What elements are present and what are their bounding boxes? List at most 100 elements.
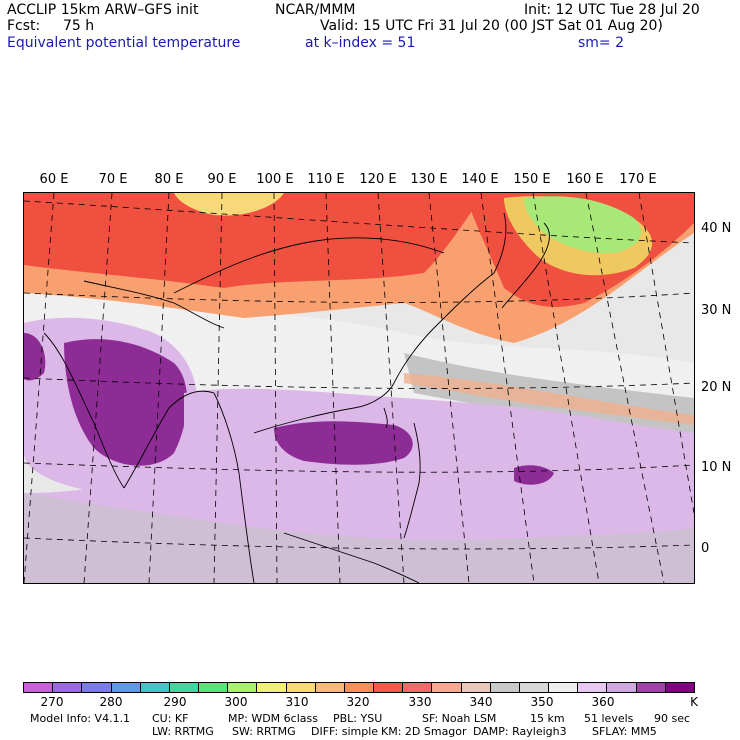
lon-label: 150 E [513,172,551,187]
colorbar-swatch [228,683,258,692]
model-info-resolution: 15 km [530,712,565,725]
model-info-lw: LW: RRTMG [152,725,214,738]
hot-region-north [24,193,484,288]
lat-label: 10 N [701,460,732,475]
colorbar-label: 360 [591,695,615,709]
subtropical-warm-streak [404,373,694,425]
lat-label: 30 N [701,303,732,318]
lon-label: 80 E [154,172,184,187]
model-title: ACCLIP 15km ARW–GFS init [7,2,199,18]
colorbar-label: 350 [530,695,554,709]
model-info-sf: SF: Noah LSM [422,712,497,725]
colorbar-swatch [578,683,608,692]
colorbar-swatch [24,683,54,692]
map-panel [23,192,695,584]
model-info-diff: DIFF: simple [311,725,379,738]
colorbar-label: 330 [408,695,432,709]
model-info-sflay: SFLAY: MM5 [592,725,657,738]
colorbar-swatch [82,683,112,692]
forecast-hour: 75 h [63,18,95,34]
lon-label: 90 E [207,172,237,187]
colorbar-swatch [53,683,83,692]
colorbar-swatch [665,683,694,692]
colorbar-swatch [636,683,666,692]
colorbar-swatch [519,683,550,692]
colorbar-swatch [607,683,637,692]
malay-peninsula [213,392,255,583]
colorbar-swatch [403,683,433,692]
model-info-pbl: PBL: YSU [333,712,383,725]
colorbar-swatch [315,683,345,692]
moist-region-scs [274,421,413,465]
coastlines [43,212,550,583]
lon-label: 140 E [461,172,499,187]
lon-label: 170 E [619,172,657,187]
colorbar-swatch [490,683,520,692]
colorbar-swatch [257,683,287,692]
model-info-version: Model Info: V4.1.1 [30,712,131,725]
grid-parallel [24,200,694,244]
lon-label: 160 E [566,172,604,187]
mongolia-border [173,237,445,294]
colorbar-label: 300 [224,695,248,709]
lon-label: 60 E [39,172,69,187]
lon-label: 120 E [359,172,397,187]
lon-label: 130 E [410,172,448,187]
model-info-mp: MP: WDM 6class [228,712,318,725]
colorbar-swatch [111,683,141,692]
valid-time: Valid: 15 UTC Fri 31 Jul 20 (00 JST Sat … [320,18,663,34]
moist-region-west-pacific [514,465,554,485]
colorbar-label: 270 [40,695,64,709]
forecast-label: Fcst: [7,18,41,34]
init-time: Init: 12 UTC Tue 28 Jul 20 [524,2,700,18]
level-index: at k–index = 51 [305,35,416,51]
colorbar-swatch [374,683,404,692]
borneo-coast [283,532,420,583]
moist-region-india [64,339,188,466]
theta-e-field [24,193,694,583]
colorbar-swatch [169,683,200,692]
colorbar-swatch [140,683,170,692]
moist-region-arabian [24,333,46,381]
smoothing-label: sm= 2 [578,35,625,51]
colorbar-label: 320 [346,695,370,709]
indochina-coast [253,382,395,434]
china-coast [393,272,495,384]
lon-label: 100 E [256,172,294,187]
lon-label: 110 E [307,172,345,187]
colorbar-label: 280 [99,695,123,709]
colorbar-swatch [461,683,491,692]
colorbar-unit: K [690,695,698,709]
model-info-damp: DAMP: Rayleigh3 [473,725,567,738]
colorbar-label: 310 [285,695,309,709]
model-info-levels: 51 levels [584,712,634,725]
colorbar-swatch [432,683,462,692]
colorbar-swatch [549,683,579,692]
lat-label: 40 N [701,221,732,236]
japan-outline [501,222,550,309]
field-name: Equivalent potential temperature [7,35,241,51]
grid-meridian [585,193,665,583]
korea-coast [493,212,507,274]
graticule [24,193,694,583]
grid-parallel [24,462,694,473]
equatorial-gray [24,493,694,583]
grid-parallel [24,377,694,389]
model-info-cu: CU: KF [152,712,189,725]
lat-label: 20 N [701,380,732,395]
lat-label: 0 [701,541,710,556]
center-label: NCAR/MMM [275,2,356,18]
colorbar-swatch [286,683,316,692]
colorbar-label: 340 [469,695,493,709]
colorbar-swatch [344,683,375,692]
taiwan-outline [383,407,388,429]
india-west-coast [43,332,125,489]
philippines-outline [403,422,421,539]
model-info-sw: SW: RRTMG [232,725,296,738]
colorbar-swatch [199,683,229,692]
model-info-timestep: 90 sec [654,712,691,725]
colorbar [23,682,695,693]
lon-label: 70 E [98,172,128,187]
colorbar-label: 290 [163,695,187,709]
model-info-km: KM: 2D Smagor [381,725,467,738]
